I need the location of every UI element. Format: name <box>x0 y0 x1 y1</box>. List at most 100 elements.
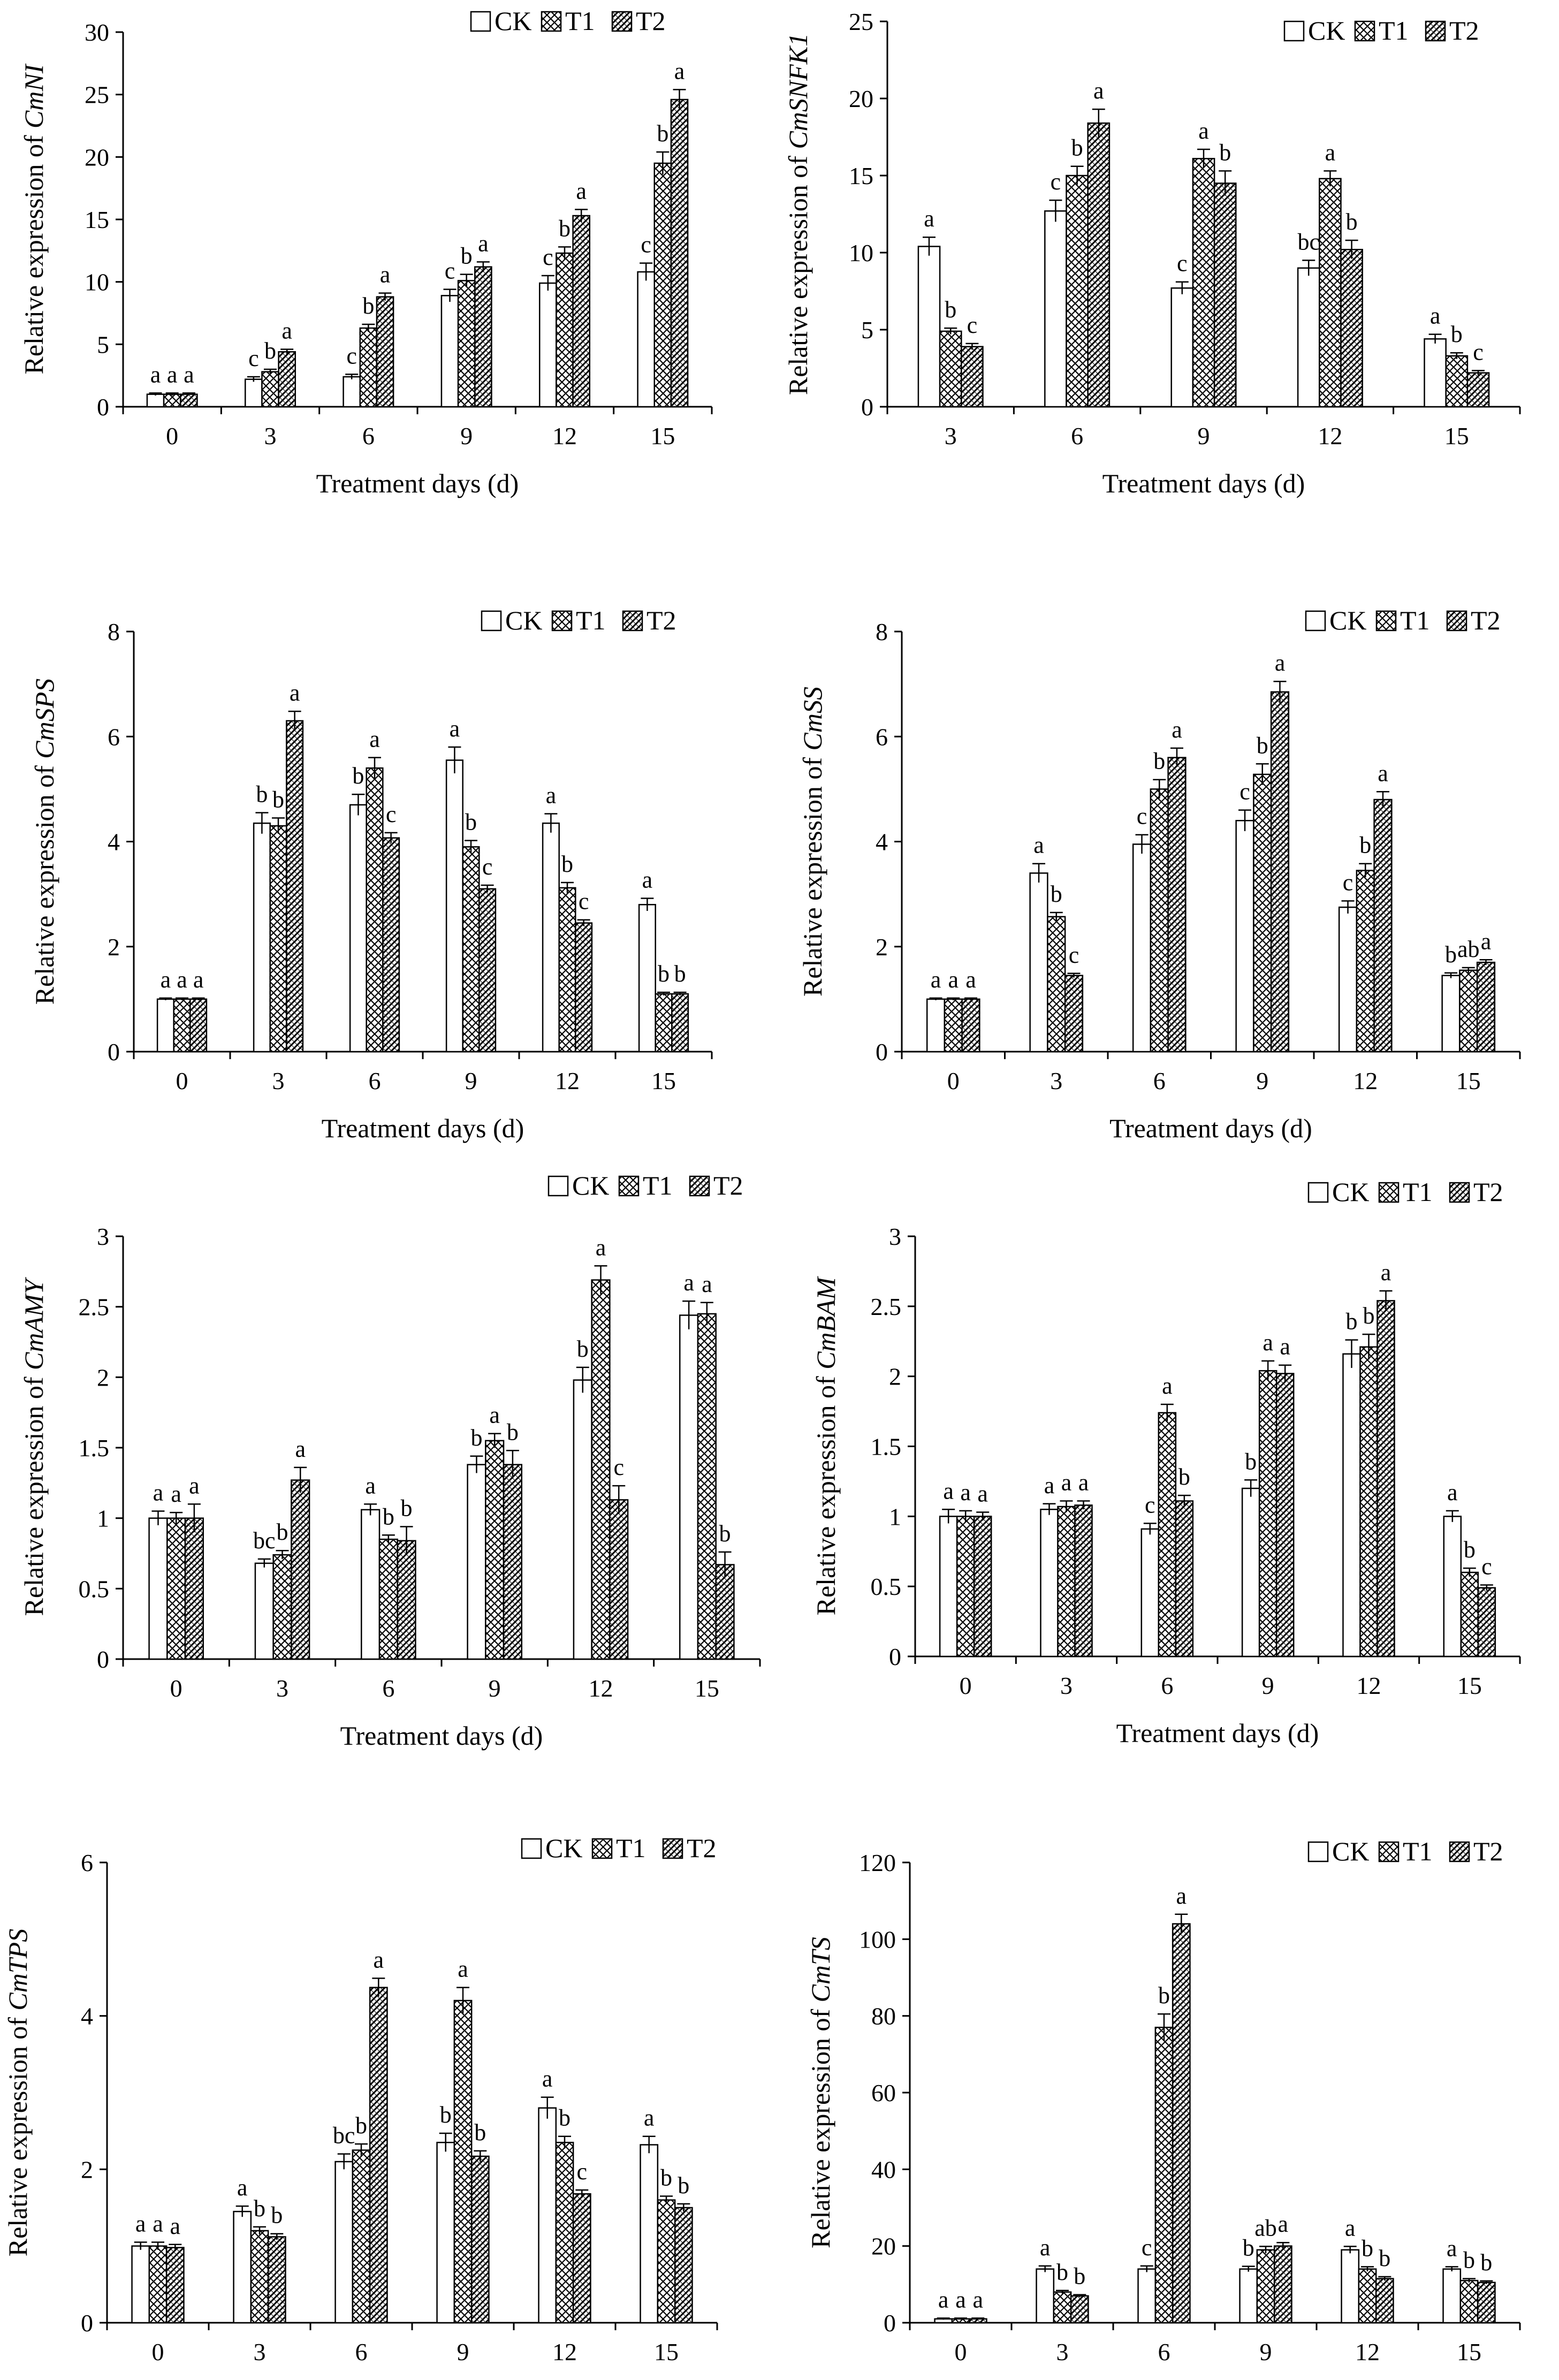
legend-swatch-T1 <box>551 610 573 632</box>
significance-letter: bc <box>333 2123 355 2149</box>
panel-CmSNFK1: 05101520253abc6cba9cab12bcab15abcTreatme… <box>783 8 1521 498</box>
significance-letter: a <box>1275 650 1286 676</box>
x-tick-label: 6 <box>1158 2338 1170 2366</box>
bar-CK-6 <box>334 2161 354 2324</box>
bar-T2-12 <box>1340 248 1363 408</box>
bar-T1-15 <box>1445 355 1469 408</box>
significance-letter: c <box>613 1454 624 1480</box>
bar-T2-6 <box>397 1540 416 1660</box>
y-tick-label: 10 <box>849 239 873 267</box>
y-axis-title: Relative expression of CmSPS <box>29 679 59 1005</box>
bar-T2-6 <box>369 1987 388 2324</box>
significance-letter: a <box>1078 1470 1089 1496</box>
significance-letter: a <box>955 2286 966 2313</box>
bar-CK-12 <box>539 282 557 408</box>
y-tick-label: 2.5 <box>79 1294 110 1321</box>
bar-T2-0 <box>189 998 208 1053</box>
x-tick-label: 6 <box>1153 1067 1166 1094</box>
legend-swatch-T1 <box>618 1175 640 1197</box>
bar-T2-15 <box>715 1564 735 1660</box>
y-tick-label: 8 <box>876 618 888 645</box>
y-tick-label: 6 <box>81 1849 93 1876</box>
x-axis-title: Treatment days (d) <box>1102 468 1305 498</box>
bar-T1-3 <box>269 825 287 1053</box>
bar-T1-12 <box>591 1279 611 1660</box>
bar-T1-15 <box>655 993 673 1053</box>
y-tick-label: 0 <box>889 1643 901 1670</box>
bar-T2-3 <box>267 2236 286 2324</box>
legend: CK T1 T2 <box>1283 16 1479 45</box>
bar-T1-9 <box>453 1999 473 2324</box>
legend: CK T1 T2 <box>1307 1836 1503 1866</box>
bar-T2-15 <box>1477 2282 1496 2324</box>
significance-letter: b <box>1379 2245 1390 2271</box>
x-tick-label: 12 <box>552 422 577 450</box>
bar-T2-12 <box>572 215 591 408</box>
significance-letter: a <box>458 1956 468 1982</box>
bar-T1-6 <box>378 1538 398 1660</box>
y-tick-label: 0.5 <box>871 1573 902 1600</box>
legend-label-T2: T2 <box>687 1833 717 1863</box>
significance-letter: b <box>1178 1464 1190 1490</box>
y-axis-title: Relative expression of CmNI <box>19 63 49 374</box>
y-tick-label: 0 <box>108 1038 120 1066</box>
bar-CK-9 <box>1241 1487 1260 1657</box>
x-tick-label: 6 <box>1161 1672 1173 1699</box>
y-tick-label: 10 <box>85 269 109 296</box>
significance-letter: a <box>1481 928 1492 954</box>
legend-label-T2: T2 <box>636 6 666 36</box>
significance-letter: a <box>1345 2215 1356 2241</box>
significance-letter: a <box>943 1478 954 1504</box>
x-tick-label: 15 <box>654 2338 679 2366</box>
bar-T1-0 <box>166 1517 186 1660</box>
x-tick-label: 15 <box>695 1675 719 1702</box>
x-tick-label: 3 <box>276 1675 288 1702</box>
y-tick-label: 0 <box>861 393 873 421</box>
x-tick-label: 0 <box>152 2338 164 2366</box>
legend-label-T2: T2 <box>1473 1836 1503 1866</box>
x-axis-title: Treatment days (d) <box>1109 1113 1312 1143</box>
legend-label-T2: T2 <box>1473 1177 1503 1207</box>
y-tick-label: 2.5 <box>871 1293 902 1320</box>
significance-letter: b <box>1464 1537 1476 1563</box>
y-tick-label: 4 <box>108 828 120 856</box>
y-axis-title: Relative expression of CmBAM <box>811 1276 841 1615</box>
significance-letter: c <box>543 244 553 270</box>
bar-T2-0 <box>184 1517 204 1660</box>
bar-T1-3 <box>1053 2291 1072 2324</box>
significance-letter: a <box>1325 139 1336 165</box>
legend-label-T1: T1 <box>576 605 606 635</box>
x-tick-label: 15 <box>1444 422 1469 450</box>
bar-CK-0 <box>146 393 165 408</box>
significance-letter: a <box>674 58 685 84</box>
significance-letter: c <box>1239 779 1250 805</box>
bar-CK-15 <box>1441 975 1461 1053</box>
y-axis-title: Relative expression of CmAMY <box>19 1276 49 1616</box>
significance-letter: b <box>256 781 268 808</box>
significance-letter: b <box>1346 209 1358 235</box>
significance-letter: a <box>1033 832 1044 858</box>
significance-letter: a <box>1040 2234 1051 2261</box>
x-tick-label: 12 <box>1357 1672 1381 1699</box>
significance-letter: a <box>167 361 178 387</box>
bar-CK-15 <box>1443 1516 1462 1657</box>
significance-letter: a <box>369 726 380 752</box>
bar-CK-3 <box>254 1562 274 1660</box>
significance-letter: c <box>1343 869 1353 895</box>
significance-letter: b <box>1219 139 1231 165</box>
legend-label-T1: T1 <box>1403 1836 1433 1866</box>
significance-letter: a <box>683 1269 694 1296</box>
legend-label-T2: T2 <box>1449 16 1479 45</box>
significance-letter: a <box>1278 2211 1289 2237</box>
bar-T1-9 <box>485 1440 505 1660</box>
y-tick-label: 4 <box>81 2003 93 2030</box>
bar-T1-6 <box>352 2149 371 2324</box>
x-tick-label: 3 <box>254 2338 266 2366</box>
bar-CK-9 <box>445 759 463 1053</box>
bar-T2-9 <box>503 1464 522 1660</box>
bar-CK-6 <box>1137 2268 1157 2324</box>
y-tick-label: 1 <box>889 1503 901 1530</box>
significance-letter: b <box>1245 1448 1257 1474</box>
bar-T2-6 <box>376 296 394 408</box>
y-tick-label: 15 <box>849 162 873 189</box>
